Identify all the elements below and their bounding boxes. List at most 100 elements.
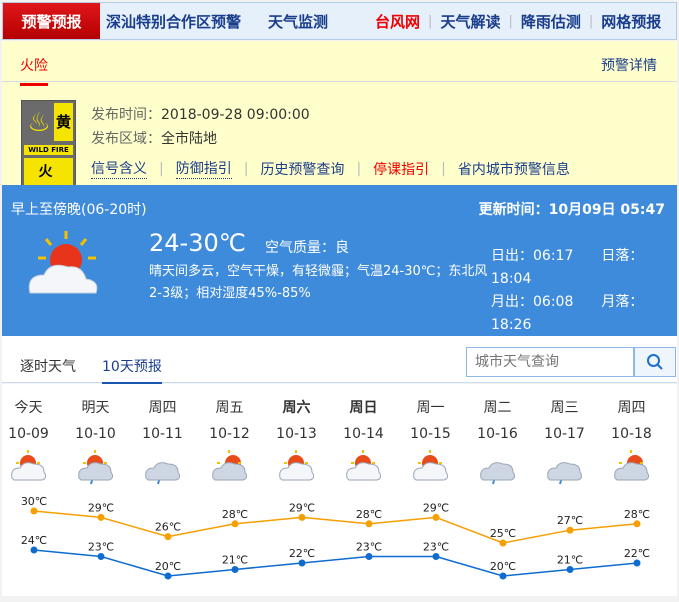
temp-label: 26℃ [155, 521, 181, 534]
temp-label: 20℃ [155, 560, 181, 573]
period: 早上至傍晚(06-20时) [11, 202, 147, 218]
air-quality: 空气质量：良 [265, 240, 349, 256]
city-search-input[interactable] [466, 347, 634, 377]
temp-label: 23℃ [423, 541, 449, 554]
temp-point [30, 546, 38, 554]
link-signal-meaning[interactable]: 信号含义 [91, 158, 147, 179]
temp-point [633, 559, 641, 567]
warning-panel: 火险 预警详情 ♨ 黄 WILD FIRE 火 险 发布时间：2018-09-2… [2, 41, 677, 209]
link-history[interactable]: 历史预警查询 [260, 161, 345, 178]
search-icon [647, 354, 663, 370]
temp-label: 29℃ [88, 501, 114, 514]
nav-monitoring[interactable]: 天气监测 [268, 12, 329, 31]
temp-label: 29℃ [423, 501, 449, 514]
warning-detail-link[interactable]: 预警详情 [601, 58, 657, 74]
search-button[interactable] [634, 347, 676, 377]
temp-point [566, 566, 574, 573]
day-label: 周日 [349, 400, 378, 416]
sun-cloud-icon [279, 450, 315, 481]
update-time: 更新时间：10月09日 05:47 [478, 202, 665, 218]
date-label: 10-13 [276, 426, 317, 442]
link-defense-guide[interactable]: 防御指引 [175, 158, 232, 179]
day-label: 周四 [148, 400, 177, 416]
date-label: 10-15 [410, 426, 451, 442]
temp-point [499, 539, 507, 547]
temp-line [33, 510, 638, 544]
temp-point [298, 513, 306, 521]
temp-point [231, 520, 239, 528]
temp-point [97, 513, 105, 521]
sun-cloud-icon [413, 450, 449, 481]
temp-point [365, 553, 373, 560]
cloud-rain-icon [145, 462, 181, 485]
cloudy-icon [212, 450, 248, 481]
temp-label: 29℃ [289, 501, 315, 514]
temp-label: 23℃ [88, 541, 114, 554]
tab-fire-risk[interactable]: 火险 [20, 55, 48, 86]
nav-shenshan[interactable]: 深汕特别合作区预警 [106, 12, 242, 31]
temp-label: 20℃ [490, 560, 516, 573]
forecast-tabs: 逐时天气 10天预报 [2, 336, 677, 385]
sun-moon-times: 日出：06:17 日落：18:04 月出：06:08 月落：18:26 [491, 245, 677, 337]
temp-label: 30℃ [21, 495, 47, 508]
top-nav: 预警预报 深汕特别合作区预警 天气监测 台风网 | 天气解读 | 降雨估测 | … [2, 2, 677, 40]
temp-point [566, 526, 574, 534]
temp-point [164, 533, 172, 541]
link-class-suspension[interactable]: 停课指引 [373, 161, 430, 178]
temp-line [33, 549, 638, 577]
tab-hourly[interactable]: 逐时天气 [20, 359, 76, 375]
day-label: 周四 [617, 400, 646, 416]
sun-cloud-icon [11, 450, 47, 481]
day-label: 周二 [483, 400, 512, 416]
nav-warning-forecast[interactable]: 预警预报 [3, 3, 100, 39]
temp-point [30, 507, 38, 515]
temp-label: 27℃ [557, 514, 583, 527]
nav-interpretation[interactable]: 天气解读 [440, 12, 501, 31]
sunrise: 日出：06:17 [491, 248, 574, 264]
sun-cloud-icon [28, 231, 98, 294]
nav-typhoon[interactable]: 台风网 [375, 12, 421, 31]
date-label: 10-17 [544, 426, 585, 442]
temperature-chart: 30℃ 29℃ 26℃ 28℃ 29℃ 28℃ 29℃ 25℃ 27℃ 28℃ 24℃ 23℃ 20℃ 2… [21, 495, 650, 580]
signal-english: WILD FIRE [24, 145, 73, 155]
flame-icon: ♨ [27, 108, 51, 138]
day-label: 周六 [282, 400, 311, 416]
cloud-rain-icon [547, 462, 583, 485]
date-label: 10-11 [142, 426, 183, 442]
day-label: 周五 [215, 400, 244, 416]
tab-ten-day[interactable]: 10天预报 [102, 356, 162, 385]
publish-time: 发布时间：2018-09-28 09:00:00 [91, 107, 310, 123]
nav-grid-forecast[interactable]: 网格预报 [601, 12, 662, 31]
temp-label: 28℃ [356, 508, 382, 521]
cloud-sun-rain-icon [78, 450, 114, 485]
temp-point [164, 572, 172, 580]
temp-point [432, 553, 440, 560]
temp-point [298, 559, 306, 567]
date-label: 10-18 [611, 426, 652, 442]
temp-point [365, 520, 373, 528]
temp-label: 21℃ [222, 554, 248, 567]
link-province-warnings[interactable]: 省内城市预警信息 [457, 161, 570, 178]
moonrise: 月出：06:08 [491, 294, 574, 310]
temp-label: 22℃ [624, 547, 650, 560]
ten-day-forecast: 30℃ 29℃ 26℃ 28℃ 29℃ 28℃ 29℃ 25℃ 27℃ 28℃ 24℃ 23℃ 20℃ 2… [2, 384, 677, 596]
cloud-rain-icon [480, 462, 516, 485]
temp-label: 21℃ [557, 554, 583, 567]
moonset: 月落：18:26 [491, 294, 644, 333]
temp-point [499, 572, 507, 580]
temp-point [97, 553, 105, 560]
temp-label: 28℃ [222, 508, 248, 521]
signal-level: 黄 [54, 103, 73, 141]
warning-links: 信号含义 | 防御指引 | 历史预警查询 | 停课指引 | 省内城市预警信息 [91, 158, 570, 179]
weather-description: 晴天间多云，空气干燥，有轻微霾；气温24-30℃；东北风2-3级；相对湿度45%… [149, 264, 488, 301]
temp-label: 25℃ [490, 527, 516, 540]
nav-rain-estimate[interactable]: 降雨估测 [520, 12, 581, 31]
divider: | [428, 13, 433, 29]
temp-point [633, 520, 641, 528]
divider: | [508, 13, 513, 29]
date-label: 10-14 [343, 426, 384, 442]
day-label: 明天 [81, 400, 110, 416]
date-label: 10-12 [209, 426, 250, 442]
current-weather-panel: 早上至傍晚(06-20时) 更新时间：10月09日 05:47 24-30℃ 空… [2, 185, 677, 336]
temp-point [231, 566, 239, 573]
